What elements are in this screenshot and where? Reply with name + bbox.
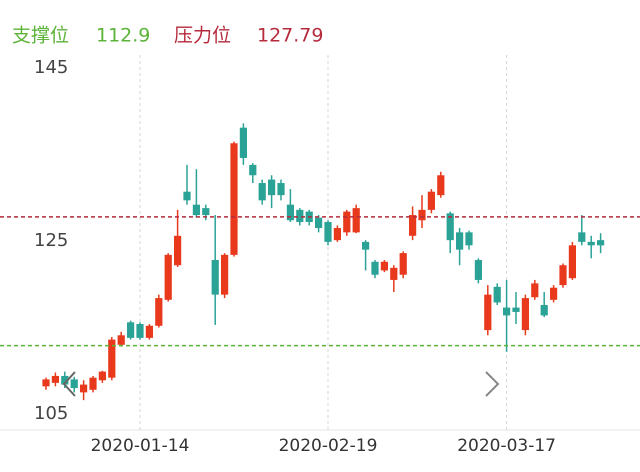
candle-body — [390, 267, 398, 280]
candle-body — [371, 261, 379, 275]
support-value: 112.9 — [96, 25, 150, 47]
candle-body — [333, 228, 341, 241]
candle-body — [277, 183, 285, 196]
candle-body — [239, 127, 247, 158]
candle-body — [164, 254, 172, 300]
candle-body — [98, 371, 106, 381]
candle-body — [427, 191, 435, 210]
candle-body — [70, 379, 78, 389]
candle-body — [465, 232, 473, 246]
candle-body — [315, 217, 323, 229]
next-arrow[interactable] — [485, 371, 500, 397]
resistance-value: 127.79 — [257, 25, 323, 47]
candle-body — [127, 322, 135, 338]
candle-body — [108, 339, 116, 378]
candle-body — [174, 235, 182, 266]
candle-body — [42, 379, 50, 387]
candle-body — [578, 232, 586, 242]
prev-arrow[interactable] — [62, 371, 76, 397]
candle-body — [568, 245, 576, 279]
x-tick-label: 2020-02-19 — [279, 436, 378, 456]
candle-body — [221, 254, 229, 295]
resistance-label: 压力位 — [174, 25, 231, 47]
candle-body — [587, 241, 595, 246]
candle-body — [230, 143, 238, 255]
candle-body — [89, 377, 97, 390]
y-tick-label: 105 — [34, 403, 68, 424]
candle-body — [559, 265, 567, 286]
candle-body — [362, 241, 370, 250]
candle-body — [249, 164, 257, 176]
candle-body — [550, 287, 558, 300]
header: 支撑位 112.9 压力位 127.79 — [12, 25, 323, 47]
support-label: 支撑位 — [12, 25, 69, 47]
candle-body — [211, 260, 219, 295]
candle-body — [409, 215, 417, 236]
candle-body — [493, 286, 501, 303]
plot: 2020-01-14 2020-02-19 2020-03-17 105 125 145 — [0, 55, 640, 456]
x-tick-label: 2020-01-14 — [91, 436, 190, 456]
candle-body — [296, 209, 304, 222]
candle-body — [456, 232, 464, 250]
candle-body — [380, 261, 388, 271]
candle-body — [446, 213, 454, 241]
candle-body — [286, 204, 294, 221]
candle-body — [484, 294, 492, 331]
candle-body — [145, 325, 153, 338]
x-tick-label: 2020-03-17 — [457, 436, 556, 456]
candle-body — [202, 208, 210, 216]
candle-body — [352, 208, 360, 233]
candle-body — [324, 221, 332, 242]
candle-body — [117, 335, 125, 345]
candle-body — [597, 240, 605, 246]
candle-body — [399, 253, 407, 275]
candle-body — [418, 209, 426, 221]
candle-body — [503, 307, 511, 316]
candle-body — [474, 260, 482, 280]
candle-body — [268, 179, 276, 196]
candle-body — [512, 307, 520, 312]
candle-body — [531, 283, 539, 298]
y-tick-label: 145 — [34, 57, 68, 78]
candle-body — [192, 204, 200, 216]
candle-body — [540, 305, 548, 316]
candle-body — [136, 324, 144, 338]
candle-body — [80, 384, 88, 393]
candle-body — [51, 375, 59, 383]
candle-body — [61, 375, 69, 385]
y-tick-label: 125 — [34, 230, 68, 251]
candle-body — [343, 211, 351, 233]
candle-body — [437, 175, 445, 196]
candle-body — [521, 298, 529, 331]
candle-body — [258, 183, 266, 201]
candle-body — [155, 298, 163, 326]
candle-body — [183, 191, 191, 201]
